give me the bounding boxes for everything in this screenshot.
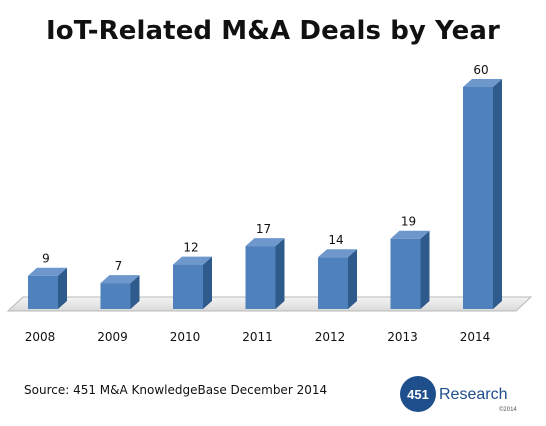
bar [100,275,140,309]
bar-front [318,257,348,309]
bar-top [245,238,285,247]
data-label: 60 [473,63,488,77]
bar-front [463,87,493,309]
bar [390,230,430,309]
bar [28,267,67,309]
data-label: 7 [115,259,123,273]
data-label: 17 [256,222,271,236]
x-tick-label: 2013 [387,330,418,344]
chart-title: IoT-Related M&A Deals by Year [46,16,500,46]
x-tick-label: 2014 [460,330,491,344]
logo-small-text: ©2014 [499,406,517,413]
bar-top [318,249,357,258]
bar-top [100,275,140,284]
bar-front [390,238,421,309]
bar-side [58,267,67,309]
x-axis-ticks: 2008 2009 2010 2011 2012 2013 2014 [25,330,491,344]
x-tick-label: 2012 [315,330,346,344]
labels-layer: 9 7 12 17 14 19 60 [42,63,488,273]
source-note: Source: 451 M&A KnowledgeBase December 2… [24,383,328,397]
data-label: 9 [42,252,50,266]
bar-side [203,256,212,309]
bar-top [463,79,502,87]
bar [318,249,357,309]
bar-top [28,267,67,276]
x-tick-label: 2010 [170,330,201,344]
bar [245,238,285,309]
bar-side [130,275,140,309]
bar-side [420,230,430,309]
x-tick-label: 2011 [242,330,273,344]
data-label: 12 [183,241,198,255]
bar-front [245,246,276,309]
logo-name-text: Research [439,386,507,403]
x-tick-label: 2009 [97,330,128,344]
bar-top [390,230,430,239]
bar-side [493,79,502,309]
bar-side [348,249,357,309]
bar [173,256,212,309]
bar-front [173,264,203,309]
data-label: 19 [401,215,416,229]
bar-side [275,238,285,309]
x-tick-label: 2008 [25,330,56,344]
bars-layer [28,79,502,309]
bar-front [28,275,58,309]
logo-badge-text: 451 [407,387,429,402]
logo-badge [400,376,436,412]
data-label: 14 [328,233,343,247]
bar-top [173,256,212,265]
bar-front [100,283,131,309]
research-logo: 451 Research ©2014 [400,376,517,413]
bar [463,79,502,309]
